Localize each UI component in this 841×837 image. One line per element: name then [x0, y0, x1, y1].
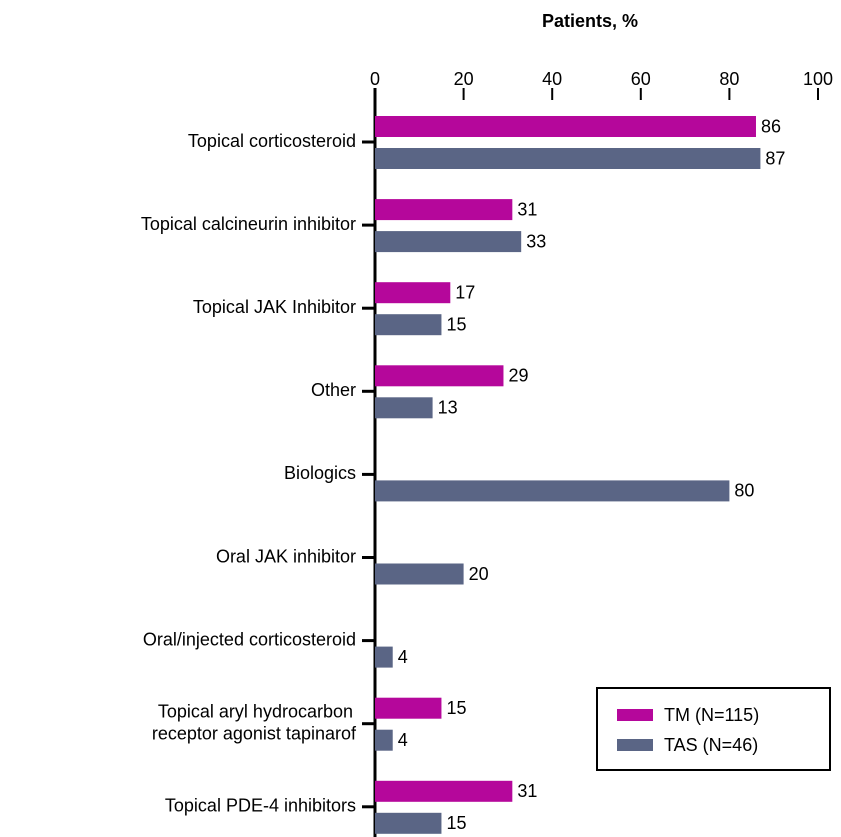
bar — [375, 812, 442, 834]
bar — [375, 282, 451, 304]
value-label: 33 — [526, 231, 546, 251]
value-label: 13 — [438, 398, 458, 418]
value-label: 87 — [765, 148, 785, 168]
bar — [375, 397, 433, 419]
value-label: 31 — [517, 781, 537, 801]
bar — [375, 480, 730, 502]
legend-swatch — [617, 709, 653, 721]
x-tick-label: 20 — [454, 69, 474, 89]
y-tick-label: Oral/injected corticosteroid — [143, 629, 356, 649]
legend-swatch — [617, 739, 653, 751]
x-tick-label: 0 — [370, 69, 380, 89]
value-label: 4 — [398, 730, 408, 750]
bar — [375, 780, 513, 802]
bar — [375, 314, 442, 336]
value-label: 15 — [446, 314, 466, 334]
value-label: 15 — [446, 698, 466, 718]
bar — [375, 116, 756, 137]
y-tick-label: Topical PDE-4 inhibitors — [165, 796, 356, 816]
value-label: 4 — [398, 647, 408, 667]
x-tick-label: 60 — [631, 69, 651, 89]
y-tick-label: Other — [311, 380, 356, 400]
value-label: 17 — [455, 282, 475, 302]
y-tick-label: Biologics — [284, 463, 356, 483]
x-tick-label: 80 — [719, 69, 739, 89]
y-tick-label: Topical corticosteroid — [188, 131, 356, 151]
y-tick-label: Topical aryl hydrocarbon receptor agonist… — [152, 701, 357, 743]
y-tick-label: Topical calcineurin inhibitor — [141, 214, 356, 234]
value-label: 29 — [508, 366, 528, 386]
bar — [375, 199, 513, 221]
bar — [375, 646, 393, 668]
bar — [375, 148, 761, 169]
legend-label: TAS (N=46) — [664, 735, 758, 755]
value-label: 15 — [446, 813, 466, 833]
value-label: 20 — [469, 564, 489, 584]
y-tick-label: Oral JAK inhibitor — [216, 546, 356, 566]
x-tick-label: 40 — [542, 69, 562, 89]
value-label: 86 — [761, 116, 781, 136]
value-label: 31 — [517, 199, 537, 219]
legend-label: TM (N=115) — [664, 705, 759, 725]
y-tick-label: Topical JAK Inhibitor — [193, 297, 356, 317]
bar — [375, 563, 464, 585]
bar — [375, 231, 522, 253]
bar — [375, 365, 504, 387]
x-axis-label: Patients, % — [542, 11, 638, 31]
bar — [375, 729, 393, 751]
value-label: 80 — [734, 481, 754, 501]
x-tick-label: 100 — [803, 69, 833, 89]
legend-box — [596, 687, 831, 771]
y-tick-label-line: receptor agonist tapinarof — [152, 723, 357, 743]
bar — [375, 697, 442, 719]
y-tick-label-line: Topical aryl hydrocarbon — [158, 701, 353, 721]
